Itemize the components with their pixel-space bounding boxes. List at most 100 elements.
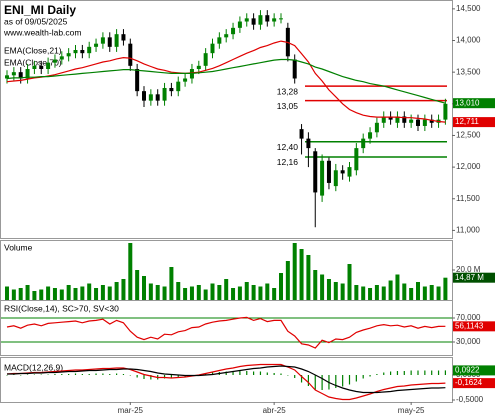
- bar: [374, 285, 379, 300]
- bar: [258, 286, 263, 300]
- candle-body: [409, 119, 414, 123]
- bar: [285, 261, 290, 300]
- bar: [196, 285, 201, 300]
- candle-body: [135, 68, 140, 92]
- level-label: 12,16: [277, 157, 299, 167]
- candle-body: [203, 53, 208, 66]
- candle-body: [326, 160, 331, 183]
- histogram-bar: [116, 373, 118, 375]
- bar: [368, 288, 373, 300]
- candle-body: [347, 167, 352, 177]
- histogram-bar: [362, 375, 364, 379]
- histogram-bar: [122, 374, 125, 375]
- candle-body: [162, 87, 167, 101]
- last-value-label: 12,711: [455, 117, 479, 126]
- histogram-bar: [136, 375, 138, 378]
- line: [6, 58, 446, 104]
- candle-body: [80, 50, 85, 54]
- bar: [189, 286, 194, 300]
- bar: [395, 274, 400, 300]
- histogram-bar: [150, 375, 152, 380]
- source: www.wealth-lab.com: [3, 27, 81, 37]
- histogram-bar: [294, 375, 296, 378]
- bar: [121, 279, 126, 300]
- bar: [409, 288, 414, 300]
- histogram-bar: [129, 375, 131, 376]
- candle-body: [292, 59, 297, 79]
- subtitle: as of 09/05/2025: [4, 16, 68, 26]
- histogram-bar: [266, 372, 268, 375]
- last-value-label: 14,87 M: [455, 273, 484, 282]
- histogram-bar: [348, 375, 351, 385]
- candle-body: [183, 78, 188, 82]
- bar: [354, 285, 359, 300]
- candle-body: [299, 129, 304, 139]
- histogram-bar: [232, 371, 234, 375]
- bar: [87, 283, 92, 300]
- bar: [231, 288, 236, 300]
- bar: [251, 285, 256, 300]
- histogram-bar: [307, 375, 309, 386]
- candle-body: [11, 72, 16, 76]
- bar: [347, 264, 352, 300]
- candle-body: [244, 18, 249, 22]
- candle-body: [121, 34, 126, 41]
- x-tick-label: abr-25: [263, 406, 287, 415]
- histogram-bar: [40, 374, 42, 375]
- histogram-bar: [109, 374, 111, 375]
- histogram-bar: [6, 375, 8, 376]
- histogram-bar: [81, 374, 83, 375]
- histogram-bar: [102, 373, 104, 375]
- bar: [11, 289, 16, 300]
- bar: [66, 285, 71, 300]
- bar: [135, 270, 140, 300]
- y-tick-label: -0,5000: [456, 395, 484, 404]
- bar: [18, 288, 23, 300]
- last-value-box: [453, 321, 495, 332]
- candle-body: [94, 43, 99, 47]
- bar: [176, 282, 181, 300]
- histogram-bar: [342, 375, 344, 387]
- candle-body: [395, 116, 400, 123]
- candle-body: [422, 119, 427, 126]
- histogram-bar: [417, 370, 419, 375]
- bar: [183, 288, 188, 300]
- candle-body: [361, 138, 366, 149]
- candle-body: [340, 170, 345, 174]
- bar: [155, 285, 160, 300]
- line: [6, 40, 446, 123]
- bar: [244, 282, 249, 300]
- candle-body: [333, 170, 338, 187]
- panel-title: Volume: [4, 242, 33, 252]
- chart-title: ENI_MI Daily: [4, 3, 76, 17]
- bar: [326, 279, 331, 300]
- candle-body: [25, 68, 30, 79]
- bar: [162, 286, 167, 300]
- bar: [32, 291, 37, 300]
- histogram-bar: [61, 374, 63, 375]
- bar: [128, 243, 133, 300]
- candle-body: [148, 94, 153, 101]
- bar: [313, 270, 318, 300]
- candle-body: [39, 65, 44, 69]
- histogram-bar: [163, 375, 166, 379]
- bar: [279, 273, 283, 300]
- candle-body: [443, 103, 448, 120]
- bar: [272, 288, 277, 300]
- candle-body: [155, 94, 160, 101]
- bar: [46, 286, 51, 300]
- candle-body: [128, 43, 133, 66]
- candle-body: [66, 53, 71, 57]
- candle-body: [210, 43, 215, 54]
- bar: [80, 286, 85, 300]
- bar: [388, 280, 393, 300]
- candle-body: [18, 72, 23, 79]
- y-tick-label: 11,500: [456, 194, 480, 203]
- bar: [94, 288, 99, 300]
- candle-body: [258, 15, 263, 25]
- histogram-bar: [314, 375, 316, 390]
- candle-body: [169, 87, 174, 92]
- price-panel: [0, 0, 453, 239]
- line: [6, 363, 446, 401]
- candle-body: [272, 18, 277, 22]
